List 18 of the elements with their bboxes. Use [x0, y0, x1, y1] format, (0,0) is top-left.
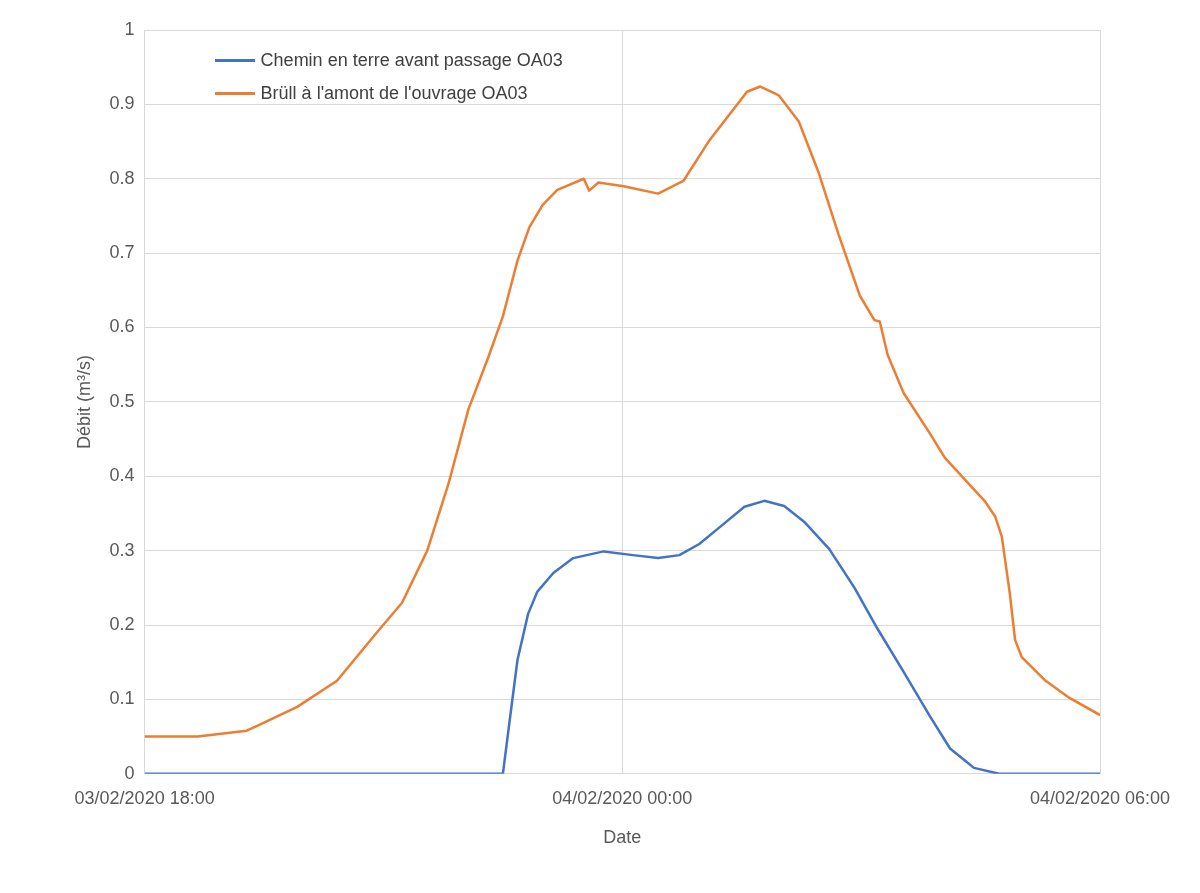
- legend-label: Chemin en terre avant passage OA03: [260, 50, 563, 71]
- y-tick-label: 0.7: [109, 242, 135, 263]
- x-tick-label: 03/02/2020 18:00: [74, 787, 215, 808]
- y-tick-label: 0.6: [109, 316, 135, 337]
- y-tick-label: 0: [124, 762, 135, 783]
- x-tick-label: 04/02/2020 06:00: [1029, 787, 1171, 808]
- y-tick-label: 1: [124, 18, 135, 39]
- x-tick-label: 04/02/2020 00:00: [552, 787, 693, 808]
- y-tick-label: 0.5: [109, 390, 135, 411]
- y-tick-label: 0.3: [109, 539, 135, 560]
- y-tick-label: 0.1: [109, 688, 135, 709]
- y-tick-label: 0.4: [109, 465, 135, 486]
- y-tick-label: 0.8: [109, 167, 135, 188]
- y-tick-label: 0.9: [109, 93, 135, 114]
- y-axis-title: Débit (m³/s): [73, 354, 94, 449]
- legend-label: Brüll à l'amont de l'ouvrage OA03: [260, 83, 528, 104]
- x-axis-title: Date: [603, 827, 642, 848]
- y-tick-label: 0.2: [109, 614, 135, 635]
